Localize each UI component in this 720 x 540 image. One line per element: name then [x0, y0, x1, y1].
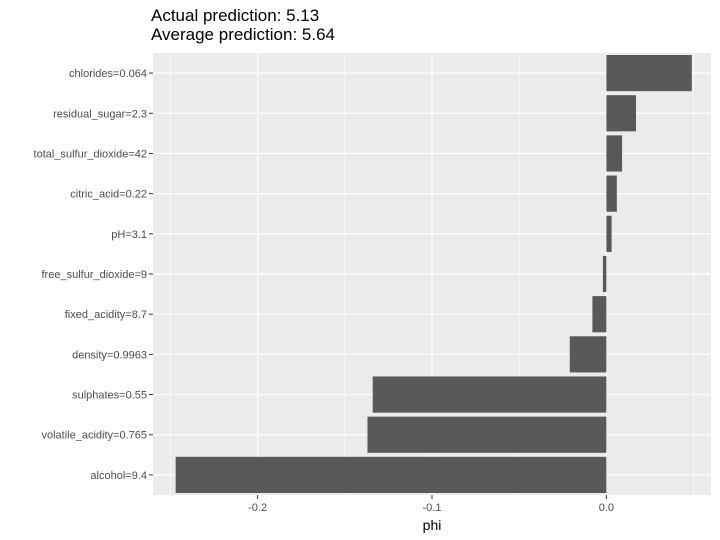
x-tick-label: -0.2	[248, 502, 267, 514]
x-axis-title: phi	[423, 517, 442, 533]
bar-4	[606, 215, 612, 252]
y-axis-labels: chlorides=0.064 residual_sugar=2.3 total_s…	[34, 68, 153, 482]
bar-7	[569, 336, 607, 373]
y-category-label: sulphates=0.55	[72, 390, 147, 402]
y-category-label: fixed_acidity=8.7	[65, 309, 147, 321]
bar-5	[602, 255, 607, 293]
chart-title-line-2: Average prediction: 5.64	[151, 25, 335, 44]
y-category-label: residual_sugar=2.3	[53, 108, 147, 120]
x-tick-label: 0.0	[599, 502, 614, 514]
x-tick-label: -0.1	[423, 502, 442, 514]
y-category-label: total_sulfur_dioxide=42	[34, 148, 147, 160]
y-category-label: pH=3.1	[111, 229, 147, 241]
bar-8	[372, 376, 607, 413]
y-category-label: chlorides=0.064	[69, 68, 147, 80]
y-category-label: density=0.9963	[72, 349, 147, 361]
bar-0	[606, 55, 692, 92]
x-axis-ticks: -0.2 -0.1 0.0	[248, 495, 614, 514]
y-category-label: free_sulfur_dioxide=9	[42, 269, 148, 281]
y-category-label: alcohol=9.4	[90, 470, 147, 482]
bar-10	[175, 456, 607, 493]
bar-3	[606, 175, 617, 212]
bar-1	[606, 95, 637, 132]
y-category-label: citric_acid=0.22	[70, 189, 147, 201]
bar-6	[592, 296, 607, 333]
y-category-label: volatile_acidity=0.765	[42, 430, 148, 442]
bar-2	[606, 135, 623, 172]
bars	[175, 55, 692, 493]
chart-title-line-1: Actual prediction: 5.13	[151, 6, 319, 25]
bar-9	[367, 416, 607, 453]
